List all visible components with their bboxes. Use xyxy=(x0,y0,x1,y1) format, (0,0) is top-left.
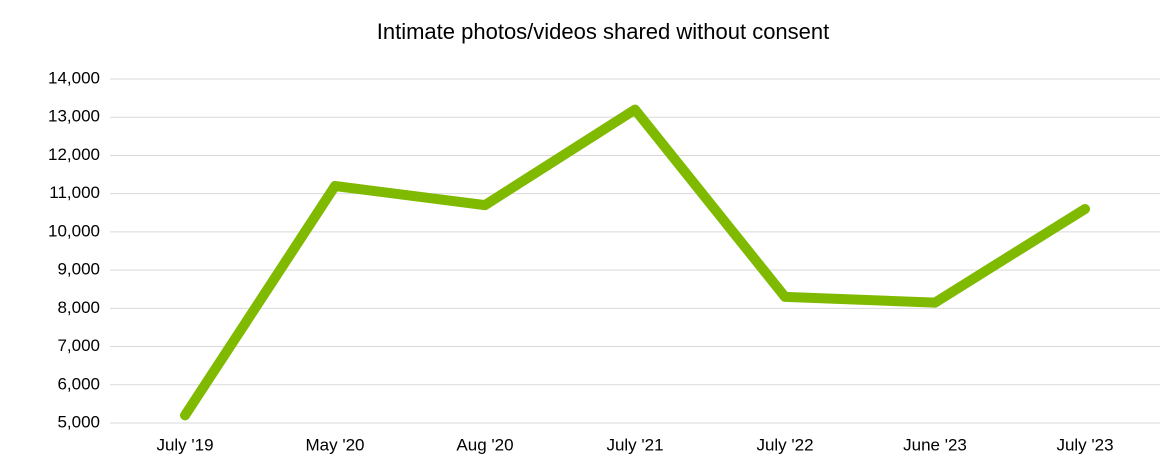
y-tick-label: 8,000 xyxy=(57,298,100,317)
y-tick-label: 12,000 xyxy=(48,145,100,164)
data-line xyxy=(180,104,1090,421)
x-tick-label: July '23 xyxy=(1056,435,1113,454)
x-tick-label: May '20 xyxy=(306,435,365,454)
y-tick-label: 13,000 xyxy=(48,107,100,126)
x-tick-label: June '23 xyxy=(903,435,967,454)
x-tick-label: July '19 xyxy=(156,435,213,454)
y-tick-label: 14,000 xyxy=(48,68,100,87)
y-tick-label: 10,000 xyxy=(48,221,100,240)
y-tick-label: 9,000 xyxy=(57,260,100,279)
y-tick-label: 5,000 xyxy=(57,412,100,431)
y-tick-label: 6,000 xyxy=(57,374,100,393)
y-tick-label: 11,000 xyxy=(49,183,100,202)
x-tick-label: July '22 xyxy=(756,435,813,454)
x-tick-label: Aug '20 xyxy=(456,435,513,454)
y-tick-label: 7,000 xyxy=(57,336,100,355)
x-tick-label: July '21 xyxy=(606,435,663,454)
chart-title: Intimate photos/videos shared without co… xyxy=(377,19,830,44)
